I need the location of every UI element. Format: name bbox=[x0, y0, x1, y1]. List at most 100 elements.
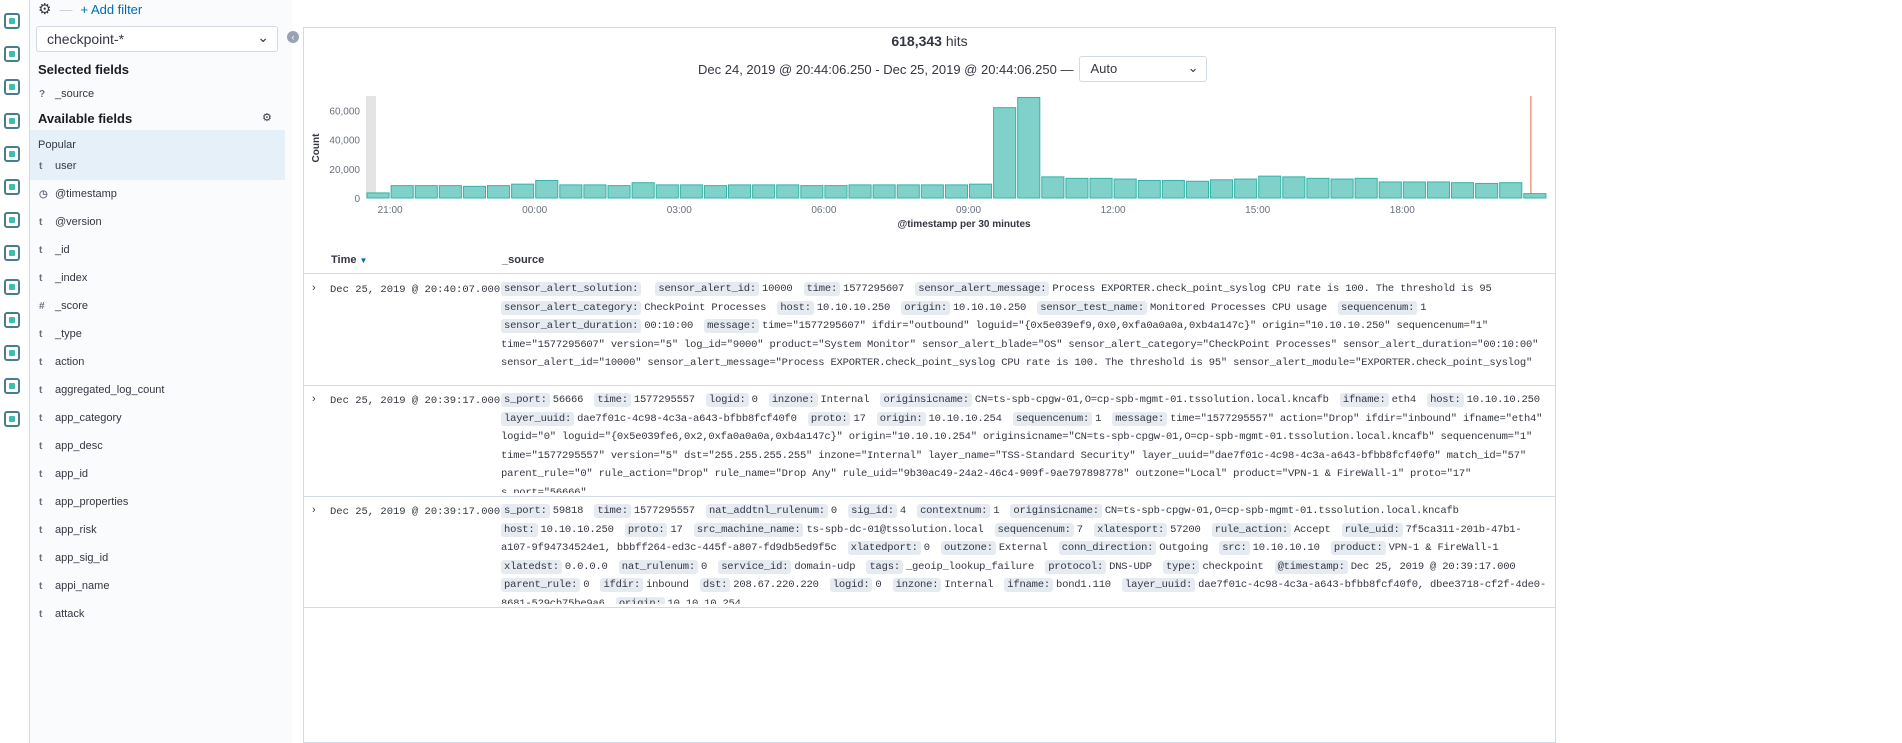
index-pattern-select[interactable]: checkpoint-* ⌄ bbox=[36, 26, 278, 52]
interval-select[interactable]: Auto ⌄ bbox=[1079, 56, 1208, 82]
field-type-icon: t bbox=[39, 272, 43, 284]
canvas-icon[interactable] bbox=[4, 79, 20, 96]
field-item[interactable]: t app_properties bbox=[30, 488, 285, 516]
field-item[interactable]: t _type bbox=[30, 320, 285, 348]
field-value: DNS-UDP bbox=[1109, 560, 1152, 573]
field-value: 0 bbox=[751, 394, 758, 406]
histogram-chart[interactable]: 0 20,000 40,000 60,000 21:00 00:00 03:00 06:00 0… bbox=[304, 88, 1554, 238]
gear-icon[interactable]: ⚙ bbox=[38, 1, 52, 18]
chevron-down-icon: ⌄ bbox=[257, 29, 269, 45]
row-source: s_port: 56666 time: 1577295557 logid: 0 inz… bbox=[501, 391, 1546, 493]
column-header-time[interactable]: Time ▼ bbox=[331, 254, 367, 266]
field-key: originsicname: bbox=[1010, 504, 1102, 518]
field-key: @timestamp: bbox=[1274, 559, 1348, 574]
field-item[interactable]: t @version bbox=[30, 208, 285, 236]
expand-row-icon[interactable]: › bbox=[312, 504, 316, 516]
field-item[interactable]: t _index bbox=[30, 264, 285, 292]
field-key: sensor_alert_id: bbox=[655, 282, 759, 296]
histogram-bar bbox=[679, 184, 703, 199]
row-time: Dec 25, 2019 @ 20:39:17.000 bbox=[330, 506, 501, 518]
field-value: 56666 bbox=[552, 394, 584, 406]
field-name: _index bbox=[55, 272, 88, 284]
field-item[interactable]: t _id bbox=[30, 236, 285, 264]
expand-row-icon[interactable]: › bbox=[312, 282, 316, 294]
field-name: app_category bbox=[55, 412, 122, 424]
field-value: 59818 bbox=[552, 505, 584, 517]
histogram-bar bbox=[438, 185, 462, 199]
field-value: 7 bbox=[1076, 523, 1083, 536]
field-name: @timestamp bbox=[55, 188, 117, 200]
field-item[interactable]: t attack bbox=[30, 600, 285, 628]
field-value: domain-udp bbox=[794, 560, 856, 573]
visualize-icon[interactable] bbox=[4, 13, 20, 29]
histogram-bar bbox=[511, 183, 535, 199]
management-icon[interactable] bbox=[4, 411, 20, 428]
sort-down-icon[interactable]: ▼ bbox=[359, 256, 368, 265]
field-item[interactable]: t user bbox=[30, 152, 285, 180]
field-key: proto: bbox=[624, 522, 668, 537]
monitoring-icon[interactable] bbox=[4, 378, 20, 395]
y-tick-label: 60,000 bbox=[329, 107, 360, 118]
field-item[interactable]: t app_sig_id bbox=[30, 544, 285, 572]
field-name: _score bbox=[55, 300, 89, 312]
logs-icon[interactable] bbox=[4, 212, 20, 229]
field-type-icon: t bbox=[39, 608, 43, 620]
field-item[interactable]: t action bbox=[30, 348, 285, 376]
dashboard-icon[interactable] bbox=[4, 46, 20, 63]
histogram-bar bbox=[896, 184, 920, 199]
chevron-down-icon: ⌄ bbox=[1187, 60, 1199, 75]
field-value: 57200 bbox=[1170, 523, 1201, 536]
histogram-bar bbox=[366, 192, 390, 199]
field-name: app_risk bbox=[55, 524, 97, 536]
machine-learning-icon[interactable] bbox=[4, 145, 20, 162]
field-value: Accept bbox=[1293, 523, 1331, 536]
field-item[interactable]: t appi_name bbox=[30, 572, 285, 600]
field-item[interactable]: t aggregated_log_count bbox=[30, 376, 285, 404]
field-sidebar bbox=[30, 0, 292, 743]
field-item[interactable]: ? _source bbox=[30, 80, 285, 108]
field-item[interactable]: ◷ @timestamp bbox=[30, 180, 285, 208]
field-key: src_machine_name: bbox=[693, 522, 804, 537]
field-name: app_id bbox=[55, 468, 89, 480]
collapse-sidebar-button[interactable]: ‹ bbox=[287, 31, 299, 43]
field-item[interactable]: t app_desc bbox=[30, 432, 285, 460]
histogram-bar bbox=[1306, 177, 1330, 199]
siem-icon[interactable] bbox=[4, 311, 20, 328]
x-tick-label: 15:00 bbox=[1245, 205, 1270, 216]
histogram-bar bbox=[607, 185, 631, 199]
histogram-bar bbox=[920, 184, 944, 199]
apm-icon[interactable] bbox=[4, 245, 20, 262]
infrastructure-icon[interactable] bbox=[4, 179, 20, 195]
field-value: 1577295557 bbox=[633, 394, 695, 406]
field-type-icon: t bbox=[39, 356, 43, 368]
field-key: product: bbox=[1330, 541, 1386, 556]
histogram-bar bbox=[1378, 181, 1402, 199]
field-key: sensor_alert_duration: bbox=[501, 319, 642, 334]
field-settings-gear-icon[interactable]: ⚙ bbox=[262, 112, 272, 124]
nav-rail bbox=[0, 0, 30, 743]
field-name: app_desc bbox=[55, 440, 103, 452]
x-axis-label: @timestamp per 30 minutes bbox=[897, 219, 1031, 230]
histogram-bar bbox=[1258, 175, 1282, 199]
dev-tools-icon[interactable] bbox=[4, 345, 20, 361]
row-source: s_port: 59818 time: 1577295557 nat_addtnl_… bbox=[501, 502, 1546, 604]
field-item[interactable]: # _score bbox=[30, 292, 285, 320]
field-type-icon: # bbox=[39, 300, 45, 312]
field-type-icon: t bbox=[39, 552, 43, 564]
table-row: › Dec 25, 2019 @ 20:40:07.000 sensor_alert… bbox=[304, 275, 1555, 386]
uptime-icon[interactable] bbox=[4, 278, 20, 295]
expand-row-icon[interactable]: › bbox=[312, 393, 316, 405]
hits-number: 618,343 bbox=[891, 33, 942, 49]
field-item[interactable]: t app_id bbox=[30, 460, 285, 488]
field-item[interactable]: t app_risk bbox=[30, 516, 285, 544]
maps-icon[interactable] bbox=[4, 112, 20, 129]
field-name: aggregated_log_count bbox=[55, 384, 165, 396]
field-item[interactable]: t app_category bbox=[30, 404, 285, 432]
field-key: logid: bbox=[829, 578, 873, 593]
popular-label: Popular bbox=[38, 139, 76, 151]
field-key: s_port: bbox=[501, 504, 550, 518]
field-key: nat_rulenum: bbox=[618, 559, 698, 574]
add-filter-button[interactable]: + Add filter bbox=[80, 1, 143, 17]
field-key: src: bbox=[1219, 541, 1250, 556]
field-key: xlatedst: bbox=[501, 559, 562, 574]
